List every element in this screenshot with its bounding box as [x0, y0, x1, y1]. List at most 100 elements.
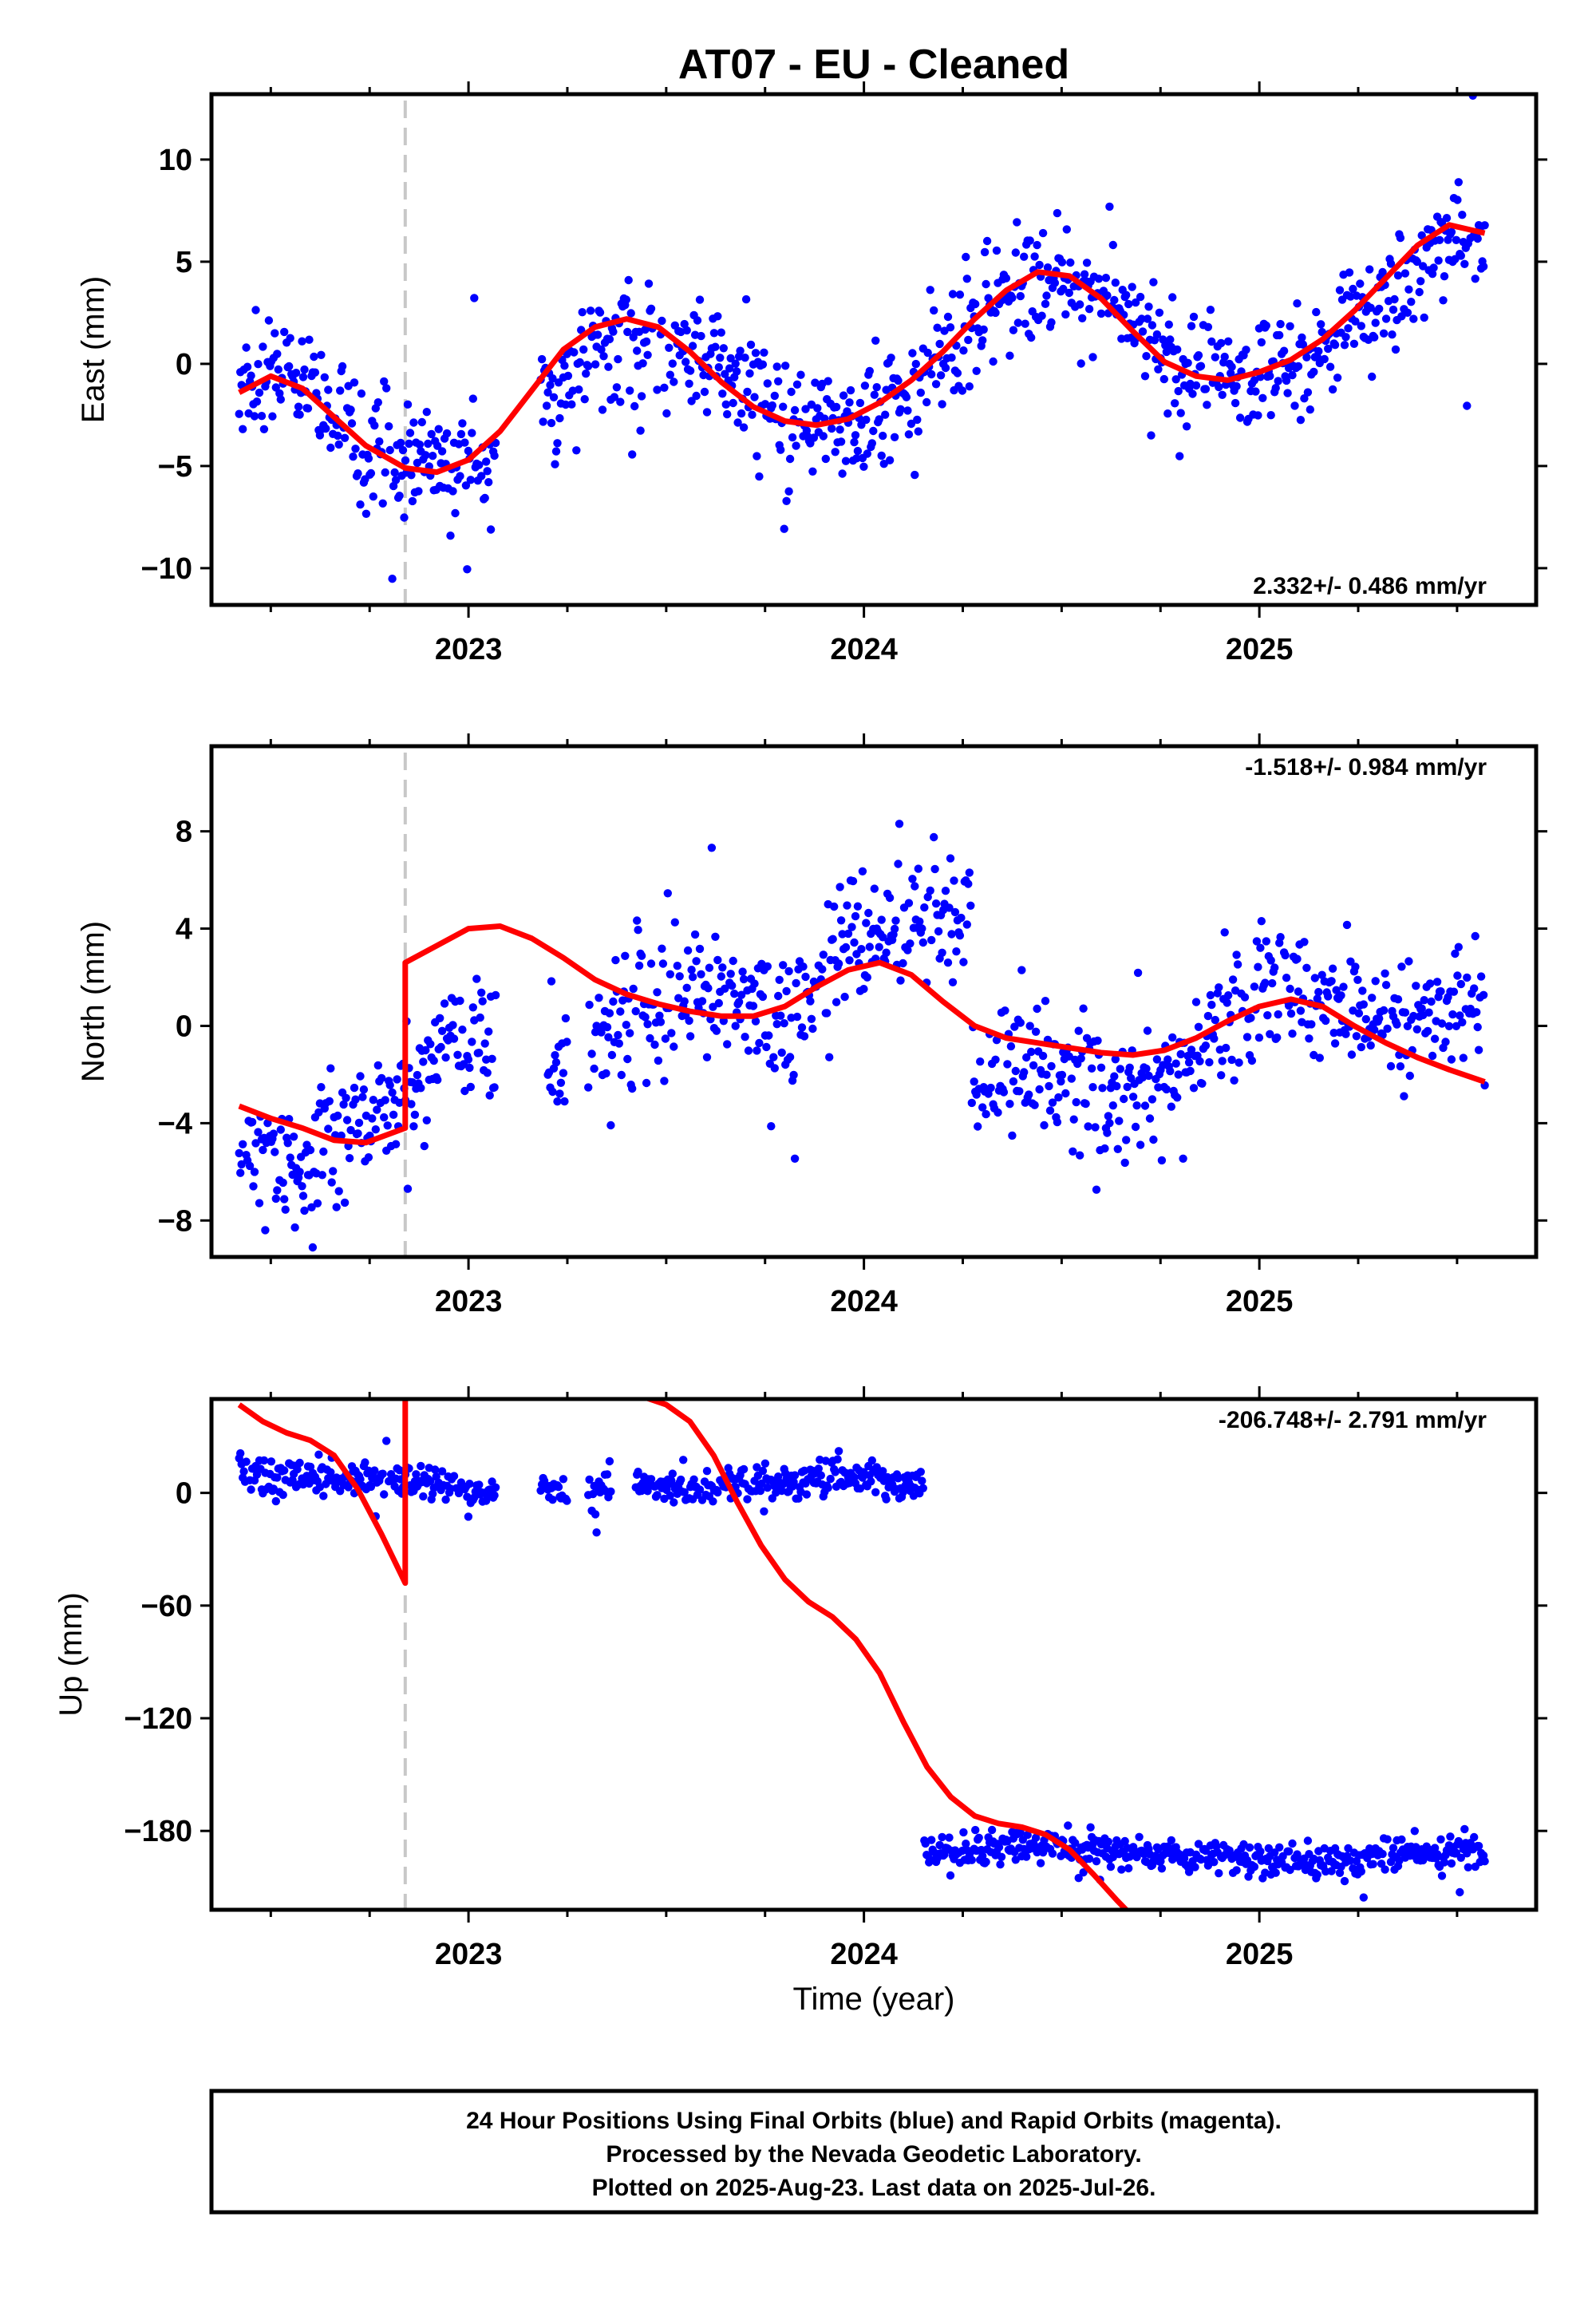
north-data-point [945, 903, 954, 912]
north-data-point [373, 1061, 382, 1070]
north-data-point [670, 1042, 678, 1051]
north-data-point [393, 1075, 401, 1084]
east-data-point [575, 385, 583, 394]
north-data-point [749, 1002, 758, 1010]
east-data-point [665, 343, 674, 352]
east-data-point [463, 565, 472, 574]
north-data-point [865, 943, 875, 951]
east-data-point [623, 327, 632, 337]
north-data-point [784, 966, 793, 976]
east-data-point [984, 294, 993, 302]
north-data-point [779, 961, 788, 970]
east-data-point [595, 308, 605, 317]
east-data-point [408, 496, 417, 506]
north-data-point [1262, 937, 1271, 946]
north-data-point [1400, 1008, 1410, 1017]
east-data-points [235, 94, 1489, 583]
east-data-point [1057, 258, 1067, 267]
north-data-point [595, 994, 603, 1002]
east-data-point [593, 330, 602, 339]
north-data-point [1206, 990, 1215, 1000]
north-data-point [1211, 1015, 1220, 1025]
north-data-point [774, 991, 783, 1001]
north-data-point [1113, 1144, 1123, 1154]
north-data-point [1359, 1000, 1369, 1009]
up-data-point [1447, 1859, 1456, 1868]
north-data-point [389, 1110, 398, 1120]
east-data-point [395, 492, 404, 500]
panel-east: −10 −5 0 5 10 2023 2024 2025 East (mm) 2.332+/-… [76, 81, 1547, 666]
north-data-point [1254, 962, 1262, 971]
up-data-point [987, 1825, 997, 1835]
east-data-point [1166, 335, 1175, 344]
north-data-point [441, 1053, 450, 1062]
north-data-point [717, 972, 725, 981]
north-data-point [490, 1083, 499, 1092]
north-data-point [388, 1088, 397, 1097]
up-data-point [483, 1493, 492, 1502]
east-data-point [616, 397, 625, 406]
north-data-point [1122, 1136, 1131, 1144]
east-data-point [1110, 295, 1119, 305]
up-data-point [1284, 1847, 1294, 1856]
north-data-point [468, 1003, 477, 1012]
north-data-point [609, 997, 618, 1006]
north-data-point [426, 1040, 435, 1049]
east-data-point [750, 393, 759, 401]
north-data-point [279, 1178, 287, 1188]
north-data-point [1448, 1010, 1457, 1019]
east-data-point [298, 337, 306, 346]
north-data-point [974, 1122, 982, 1131]
east-data-point [320, 373, 329, 381]
north-data-point [1430, 1034, 1440, 1043]
east-data-point [1310, 367, 1318, 377]
footer-line-2: Processed by the Nevada Geodetic Laborat… [606, 2141, 1141, 2168]
east-data-point [475, 460, 484, 469]
up-model-line [237, 1399, 1131, 1910]
east-data-point [913, 415, 922, 425]
north-data-point [1254, 1034, 1264, 1042]
up-data-point [1245, 1843, 1254, 1852]
north-data-point [1230, 1076, 1238, 1085]
north-data-point [653, 988, 662, 997]
up-xtick-label: 2024 [830, 1938, 898, 1971]
north-data-point [744, 1046, 753, 1055]
east-data-point [1328, 385, 1337, 394]
north-data-point [1400, 1092, 1408, 1101]
north-data-point [1424, 1026, 1432, 1036]
east-data-point [1196, 362, 1206, 370]
east-data-point [792, 441, 800, 450]
east-data-point [385, 445, 394, 455]
east-data-point [334, 440, 343, 449]
north-data-point [853, 902, 863, 911]
north-data-point [318, 1171, 326, 1180]
north-data-point [420, 1141, 429, 1151]
up-data-point [606, 1487, 615, 1496]
east-data-point [748, 410, 757, 419]
up-data-point [834, 1447, 843, 1456]
north-data-point [332, 1203, 341, 1211]
east-data-point [1035, 260, 1044, 270]
north-data-point [1001, 1006, 1009, 1015]
up-data-point [743, 1495, 752, 1504]
up-data-point [1201, 1846, 1211, 1856]
north-data-point [433, 1075, 442, 1085]
north-data-point [1247, 1056, 1257, 1065]
east-data-point [1005, 351, 1014, 360]
east-data-point [1227, 362, 1236, 371]
north-data-point [1027, 1047, 1036, 1057]
east-data-point [836, 425, 844, 434]
north-xtick-label: 2023 [435, 1285, 503, 1318]
east-data-point [697, 331, 705, 341]
east-data-point [427, 429, 436, 439]
east-data-point [264, 316, 274, 325]
up-data-point [709, 1497, 717, 1506]
up-data-point [689, 1475, 698, 1484]
north-data-point [660, 1077, 669, 1085]
north-data-point [1366, 1041, 1375, 1050]
up-data-point [491, 1483, 500, 1492]
north-data-point [739, 974, 749, 984]
east-data-point [370, 421, 379, 430]
up-data-point [1369, 1860, 1377, 1868]
north-data-point [1088, 1083, 1097, 1092]
